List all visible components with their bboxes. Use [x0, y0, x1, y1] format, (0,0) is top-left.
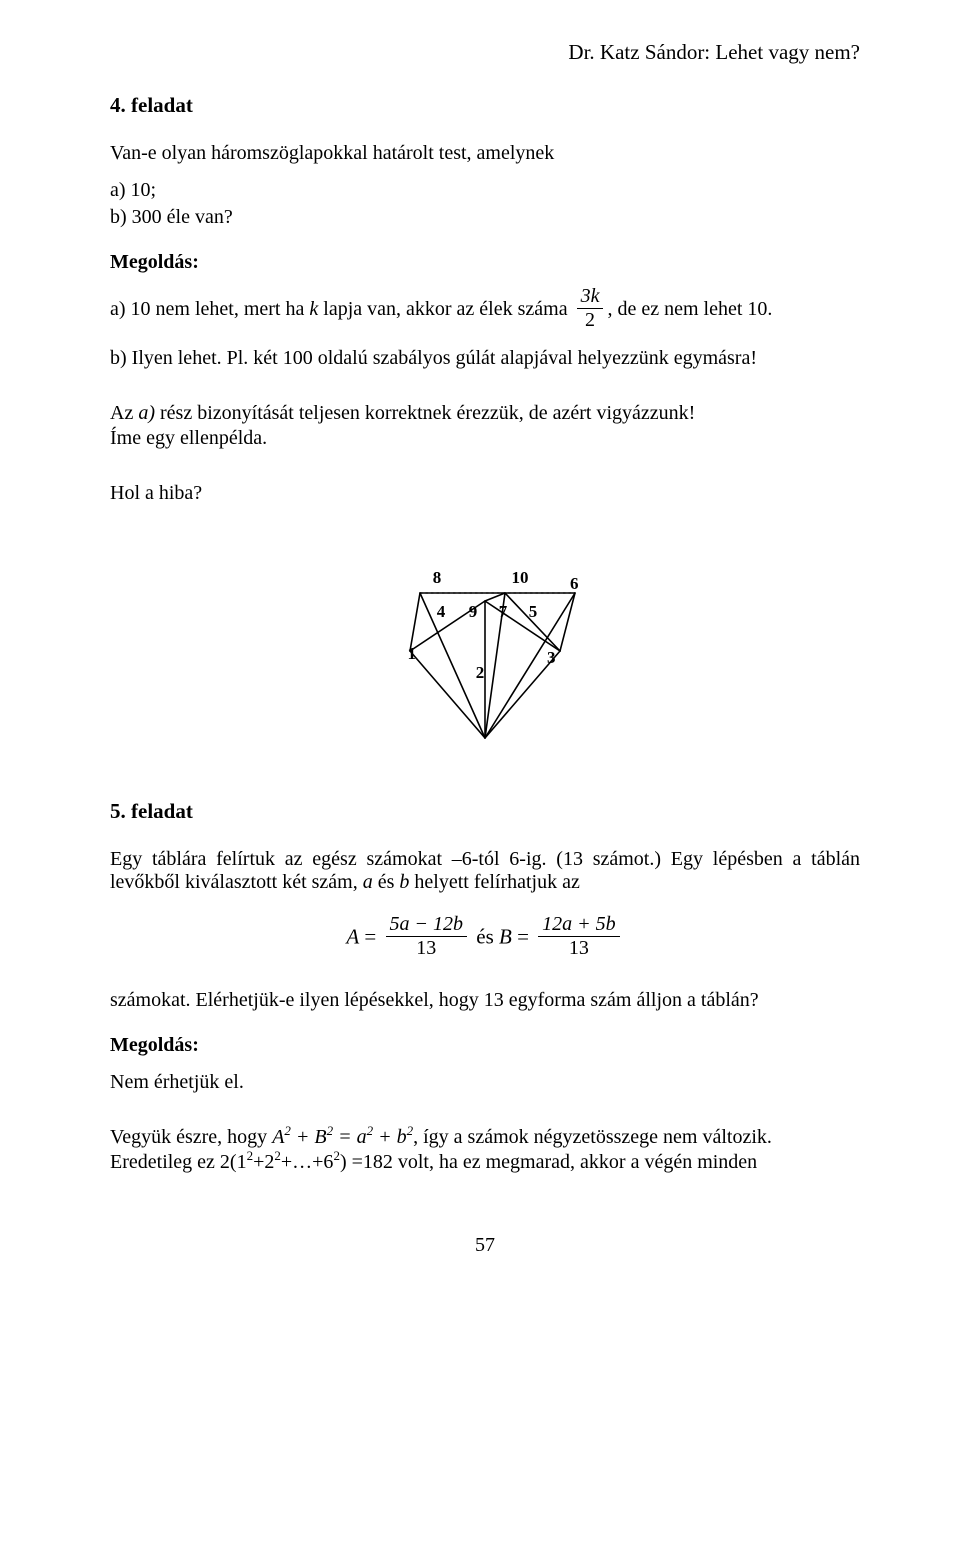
page-header: Dr. Katz Sándor: Lehet vagy nem?	[110, 40, 860, 65]
frac-num: 3k	[577, 286, 604, 308]
formula-eq1: =	[359, 924, 381, 948]
last-line-2: Eredetileg ez 2(12+22+…+62) =182 volt, h…	[110, 1151, 860, 1174]
p5-intro-b: b	[399, 871, 409, 893]
fraction-3k-2: 3k2	[577, 286, 604, 331]
edge-7b	[485, 601, 560, 651]
p5-intro-mid1: és	[373, 871, 400, 893]
formula-es: és	[471, 924, 499, 948]
p5-intro-a: a	[363, 871, 373, 893]
sol4a-pre: a) 10 nem lehet, mert ha	[110, 298, 309, 320]
frac-den: 2	[577, 309, 604, 331]
hol-a-hiba: Hol a hiba?	[110, 482, 860, 505]
problem-4-item-a: a) 10;	[110, 179, 860, 202]
formula-AB: A = 5a − 12b13 és B = 12a + 5b13	[110, 916, 860, 961]
problem-4-intro: Van-e olyan háromszöglapokkal határolt t…	[110, 142, 860, 165]
frac-B-den: 13	[538, 937, 620, 959]
frac-B-num: 12a + 5b	[538, 914, 620, 936]
fig-label-5: 5	[529, 602, 538, 621]
problem-4-title: 4. feladat	[110, 93, 860, 118]
comment-2: Íme egy ellenpélda.	[110, 427, 860, 450]
frac-A-num: 5a − 12b	[386, 914, 468, 936]
solution-label-5: Megoldás:	[110, 1034, 860, 1057]
comment-1-pre: Az	[110, 402, 138, 424]
frac-A-den: 13	[386, 937, 468, 959]
last-1-eq: A2 + B2 = a2 + b2	[272, 1126, 413, 1148]
page-number: 57	[110, 1234, 860, 1257]
formula-A: A	[346, 924, 359, 948]
edge-6	[560, 593, 575, 651]
problem-5-after: számokat. Elérhetjük-e ilyen lépésekkel,…	[110, 989, 860, 1012]
fig-label-4: 4	[437, 602, 446, 621]
frac-A: 5a − 12b13	[386, 914, 468, 959]
fig-label-3: 3	[547, 648, 556, 667]
problem-4-item-b: b) 300 éle van?	[110, 206, 860, 229]
fig-label-6: 6	[570, 574, 579, 593]
problem-5-intro: Egy táblára felírtuk az egész számokat –…	[110, 848, 860, 894]
fig-label-2: 2	[476, 663, 485, 682]
solution-4b: b) Ilyen lehet. Pl. két 100 oldalú szabá…	[110, 347, 860, 370]
problem-5-title: 5. feladat	[110, 799, 860, 824]
last-1-mid: , így a számok négyzetösszege nem változ…	[413, 1126, 772, 1148]
sol4a-k: k	[309, 298, 318, 320]
last-1-pre: Vegyük észre, hogy	[110, 1126, 272, 1148]
formula-eq2: =	[512, 924, 534, 948]
solution-5-nem: Nem érhetjük el.	[110, 1071, 860, 1094]
edge-left-inner	[410, 651, 485, 738]
comment-1-a: a)	[138, 402, 155, 424]
comment-1: Az a) rész bizonyítását teljesen korrekt…	[110, 402, 860, 425]
fig-label-9: 9	[469, 602, 478, 621]
p5-intro-post: helyett felírhatjuk az	[409, 871, 579, 893]
sol4a-mid: lapja van, akkor az élek száma	[318, 298, 572, 320]
fig-label-7: 7	[499, 602, 508, 621]
comment-1-post: rész bizonyítását teljesen korrektnek ér…	[155, 402, 695, 424]
solution-label-4: Megoldás:	[110, 251, 860, 274]
solution-4a: a) 10 nem lehet, mert ha k lapja van, ak…	[110, 288, 860, 333]
formula-B: B	[499, 924, 512, 948]
last-line-1: Vegyük észre, hogy A2 + B2 = a2 + b2, íg…	[110, 1126, 860, 1149]
fig-label-1: 1	[408, 644, 417, 663]
edge-7a	[485, 593, 505, 601]
fig-label-10: 10	[512, 568, 529, 587]
sol4a-post: , de ez nem lehet 10.	[607, 298, 772, 320]
polyhedron-figure: 1 2 3 4 5 6 7 8 9 10	[110, 533, 860, 753]
fig-label-8: 8	[433, 568, 442, 587]
frac-B: 12a + 5b13	[538, 914, 620, 959]
